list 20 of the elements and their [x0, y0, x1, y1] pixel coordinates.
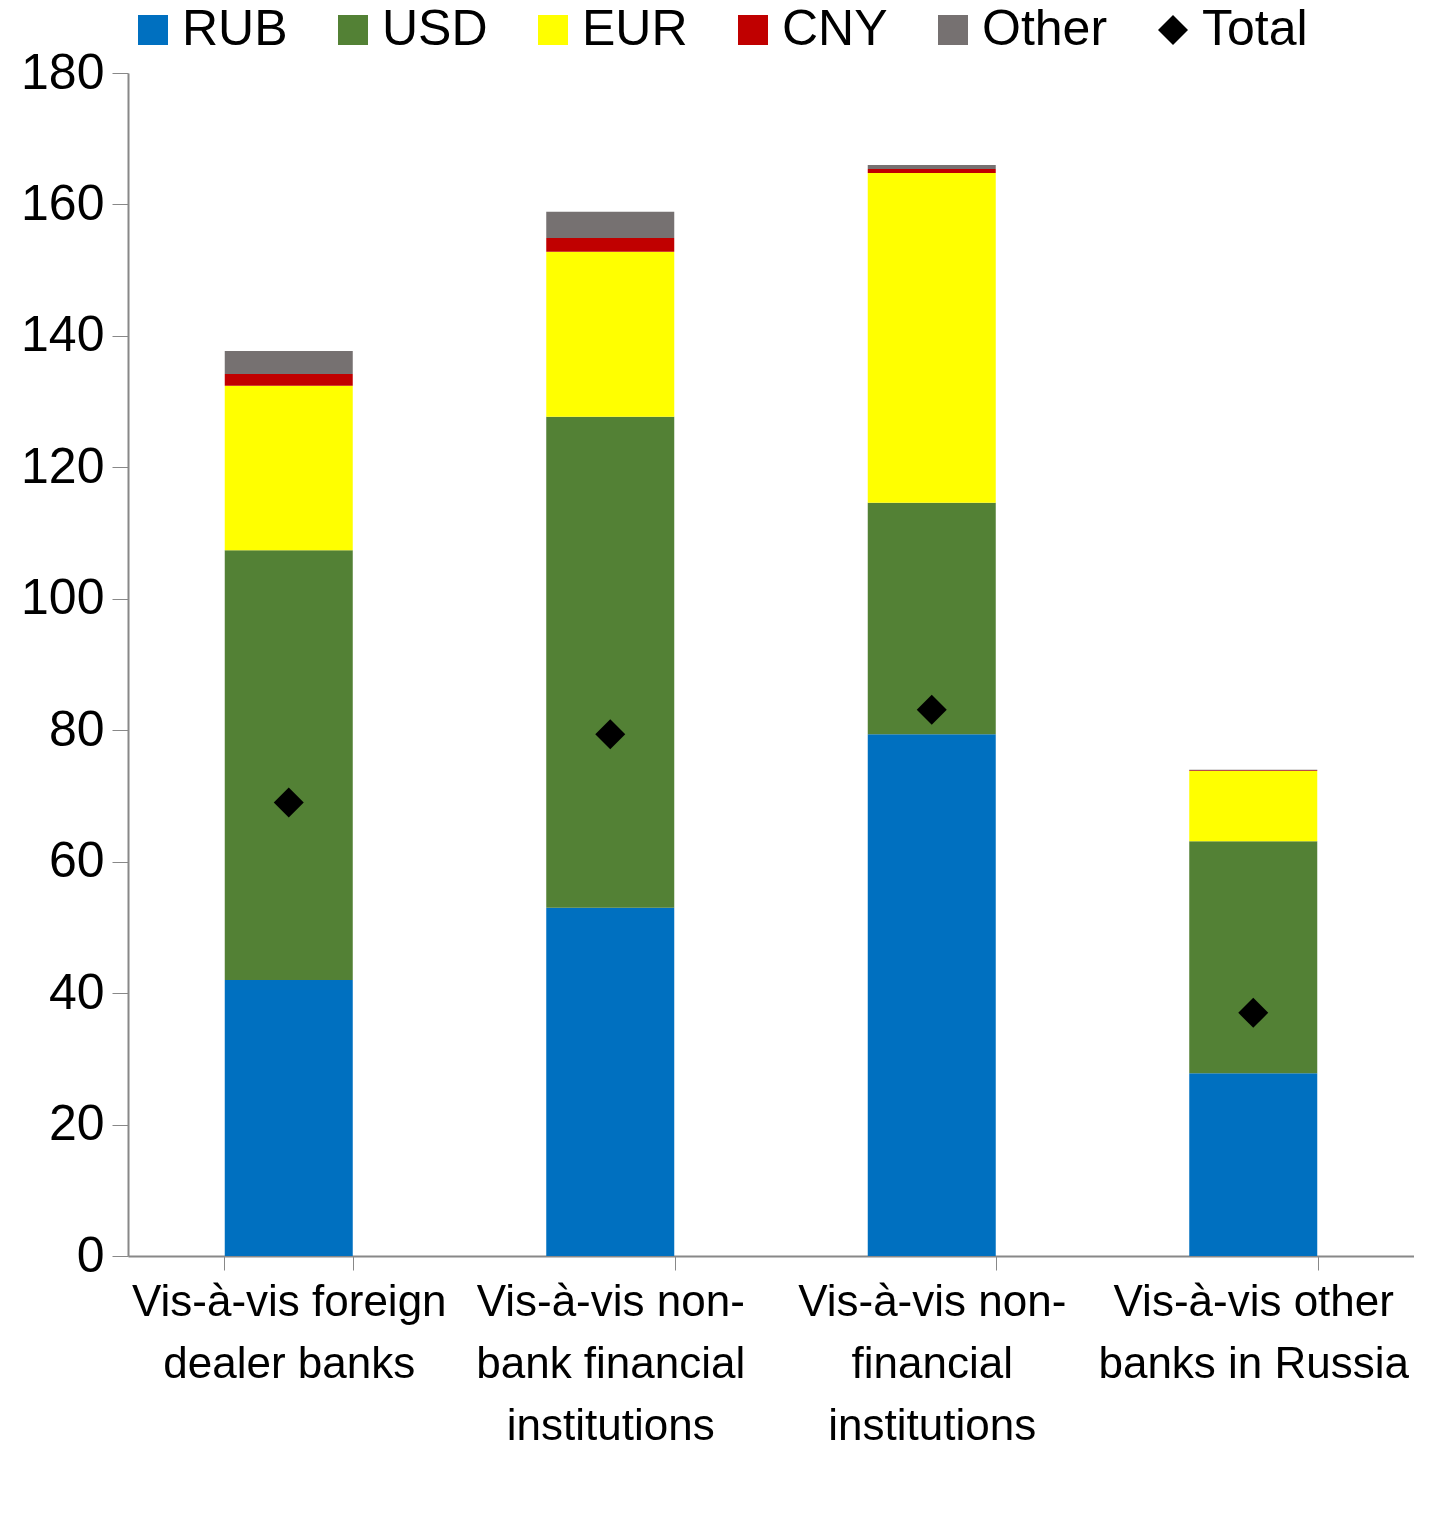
y-tick-label: 120 — [21, 437, 105, 494]
y-tick-label: 60 — [48, 832, 105, 889]
x-tick-label: Vis-à-vis other banks in Russia — [1098, 1275, 1410, 1387]
legend-label: Total — [1202, 0, 1308, 56]
y-tick-label: 180 — [21, 43, 105, 100]
y-tick-label: 80 — [48, 700, 105, 757]
legend-label: RUB — [182, 0, 288, 56]
x-tick-label: Vis-à-vis foreign dealer banks — [131, 1275, 447, 1387]
y-tick-label: 40 — [48, 963, 105, 1020]
y-tick-label: 100 — [21, 569, 105, 626]
legend-label: EUR — [582, 0, 688, 56]
y-tick-label: 160 — [21, 174, 105, 231]
y-tick-label: 140 — [21, 306, 105, 363]
y-tick-label: 0 — [76, 1226, 105, 1283]
legend-label: USD — [382, 0, 488, 56]
x-tick-label: Vis-à-vis non-financial institutions — [798, 1275, 1067, 1449]
legend-label: Other — [982, 0, 1108, 56]
y-tick-label: 20 — [48, 1095, 105, 1152]
x-tick-label: Vis-à-vis non-bank financial institutions — [476, 1275, 746, 1449]
legend-label: CNY — [782, 0, 888, 56]
